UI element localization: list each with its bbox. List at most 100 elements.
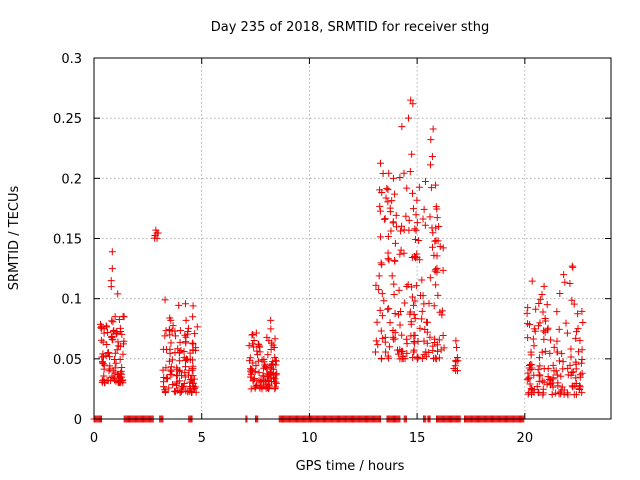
data-point	[120, 313, 128, 321]
tick-marks	[93, 57, 611, 420]
data-point	[432, 281, 440, 289]
data-point	[181, 373, 189, 381]
data-point	[559, 358, 567, 366]
data-point	[382, 194, 390, 202]
x-tick-label: 0	[90, 431, 98, 446]
data-point	[109, 327, 117, 335]
data-point	[432, 181, 440, 189]
data-point	[421, 221, 429, 229]
data-point	[184, 388, 192, 396]
data-point	[433, 252, 441, 260]
data-point	[165, 357, 173, 365]
data-point	[254, 357, 262, 365]
data-point	[372, 337, 380, 345]
data-point	[407, 318, 415, 326]
data-point	[182, 363, 190, 371]
data-point	[247, 385, 255, 393]
data-point	[245, 342, 253, 350]
data-point	[523, 309, 531, 317]
data-point	[377, 233, 385, 241]
data-point	[524, 334, 532, 342]
data-point	[115, 378, 123, 386]
data-point	[398, 331, 406, 339]
data-point	[378, 312, 386, 320]
data-point	[524, 369, 532, 377]
data-point	[547, 376, 555, 384]
data-point	[564, 391, 572, 399]
data-point	[246, 357, 254, 365]
data-point	[412, 226, 420, 234]
data-point	[418, 276, 426, 284]
data-point	[535, 388, 543, 396]
data-point	[153, 229, 161, 237]
data-point	[535, 300, 543, 308]
data-point	[397, 246, 405, 254]
data-point	[169, 380, 177, 388]
data-point	[396, 174, 404, 182]
data-point	[412, 282, 420, 290]
data-point	[161, 296, 169, 304]
data-point	[391, 190, 399, 198]
data-point	[453, 344, 461, 352]
data-point	[388, 197, 396, 205]
data-point	[189, 340, 197, 348]
data-point	[527, 351, 535, 359]
data-point	[553, 348, 561, 356]
data-point	[191, 385, 199, 393]
data-point	[531, 327, 539, 335]
data-point	[431, 267, 439, 275]
data-point	[572, 360, 580, 368]
data-point	[541, 315, 549, 323]
data-point	[177, 346, 185, 354]
data-point	[432, 355, 440, 363]
data-point	[389, 327, 397, 335]
data-point	[104, 329, 112, 337]
data-point	[426, 161, 434, 169]
data-point	[421, 326, 429, 334]
data-point	[418, 307, 426, 315]
data-point	[180, 347, 188, 355]
data-point	[536, 319, 544, 327]
data-point	[409, 100, 417, 108]
data-point	[579, 319, 587, 327]
data-point	[403, 184, 411, 192]
data-point	[544, 365, 552, 373]
y-tick-label: 0	[74, 413, 82, 428]
data-point	[252, 329, 260, 337]
data-point	[578, 369, 586, 377]
data-point	[161, 332, 169, 340]
data-point	[184, 324, 192, 332]
data-point	[439, 266, 447, 274]
data-point	[536, 295, 544, 303]
data-point	[576, 373, 584, 381]
data-point	[176, 338, 184, 346]
data-point	[100, 325, 108, 333]
data-point	[406, 308, 414, 316]
data-point	[570, 300, 578, 308]
data-point	[253, 347, 261, 355]
x-tick-label: 10	[301, 431, 318, 446]
data-point	[409, 353, 417, 361]
data-point	[546, 349, 554, 357]
data-point	[251, 367, 259, 375]
data-point	[161, 387, 169, 395]
data-point	[552, 367, 560, 375]
data-point	[548, 391, 556, 399]
data-point	[527, 385, 535, 393]
data-point	[188, 388, 196, 396]
y-tick-label: 0.25	[53, 112, 82, 127]
data-point	[371, 348, 379, 356]
data-point	[574, 310, 582, 318]
data-point	[552, 389, 560, 397]
data-point	[407, 96, 415, 104]
data-point	[255, 342, 263, 350]
data-point	[430, 251, 438, 259]
data-point	[384, 186, 392, 194]
data-point	[101, 379, 109, 387]
data-point	[452, 367, 460, 375]
data-point	[177, 387, 185, 395]
data-point	[193, 323, 201, 331]
data-point	[260, 364, 268, 372]
data-point	[427, 184, 435, 192]
data-point	[555, 357, 563, 365]
